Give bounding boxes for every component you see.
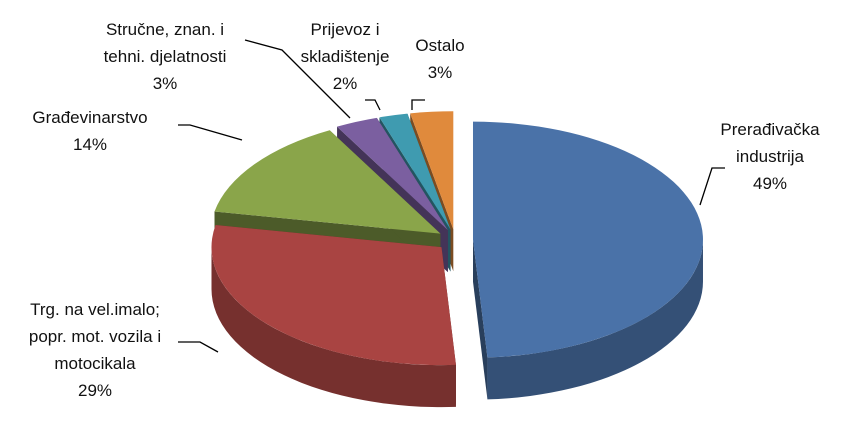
category-label: Prerađivačka industrija [720,120,820,166]
slice-wall [487,239,703,400]
leader-line [178,341,219,353]
leader-line [411,99,425,110]
leader-lines [178,39,725,353]
slice-label: Građevinarstvo 14% [10,104,170,158]
value-label: 49% [752,174,788,193]
slice [214,130,441,234]
slice-wall [211,247,456,408]
slice-side [472,239,488,400]
category-label: Trg. na vel.imalo; popr. mot. vozila i m… [28,300,162,373]
slice [410,111,454,230]
value-label: 29% [77,381,113,400]
leader-line [244,39,351,119]
slice-label: Stručne, znan. i tehni. djelatnosti 3% [85,16,245,97]
value-label: 3% [152,74,178,93]
category-label: Stručne, znan. i tehni. djelatnosti [103,20,227,66]
slice [211,225,456,366]
leader-line [178,124,243,141]
slice-label: Trg. na vel.imalo; popr. mot. vozila i m… [10,296,180,404]
slice [337,117,448,231]
value-label: 3% [427,63,453,82]
slice-label: Prerađivačka industrija 49% [710,116,830,197]
category-label: Građevinarstvo [32,108,148,127]
slice-label: Ostalo 3% [400,32,480,86]
slice [472,121,703,358]
value-label: 14% [72,135,108,154]
slice [379,113,451,230]
leader-line [365,99,381,111]
category-label: Ostalo [415,36,465,55]
slice-label: Prijevoz i skladištenje 2% [285,16,405,97]
value-label: 2% [332,74,358,93]
leader-line [699,167,725,206]
category-label: Prijevoz i skladištenje [300,20,390,66]
